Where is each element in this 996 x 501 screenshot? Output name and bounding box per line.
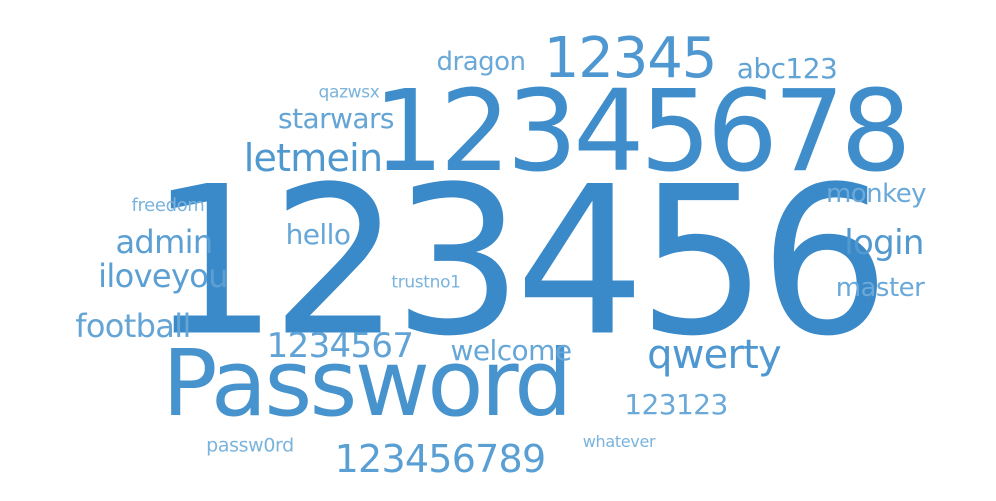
word-12345: 12345 — [543, 26, 718, 91]
word-qazwsx: qazwsx — [318, 82, 380, 103]
word-abc123: abc123 — [736, 52, 838, 85]
word-monkey: monkey — [825, 179, 927, 209]
word-1234567: 1234567 — [266, 326, 414, 366]
word-login: login — [844, 223, 924, 263]
word-hello: hello — [285, 218, 351, 251]
word-qwerty: qwerty — [647, 332, 782, 378]
word-welcome: welcome — [450, 334, 572, 367]
word-12345678: 12345678 — [372, 67, 912, 197]
word-admin: admin — [115, 223, 213, 261]
word-whatever: whatever — [582, 432, 656, 451]
word-passw0rd: passw0rd — [206, 434, 294, 457]
word-123123: 123123 — [624, 388, 728, 421]
word-freedom: freedom — [131, 195, 205, 216]
word-dragon: dragon — [436, 47, 526, 77]
word-iloveyou: iloveyou — [98, 257, 228, 295]
word-123456789: 123456789 — [334, 437, 547, 481]
word-master: master — [835, 273, 925, 303]
word-starwars: starwars — [278, 102, 394, 135]
word-letmein: letmein — [243, 136, 383, 180]
word-password: Password — [162, 330, 572, 437]
word-trustno1: trustno1 — [391, 272, 461, 293]
word-123456: 123456 — [148, 143, 890, 382]
word-football: football — [75, 307, 191, 345]
